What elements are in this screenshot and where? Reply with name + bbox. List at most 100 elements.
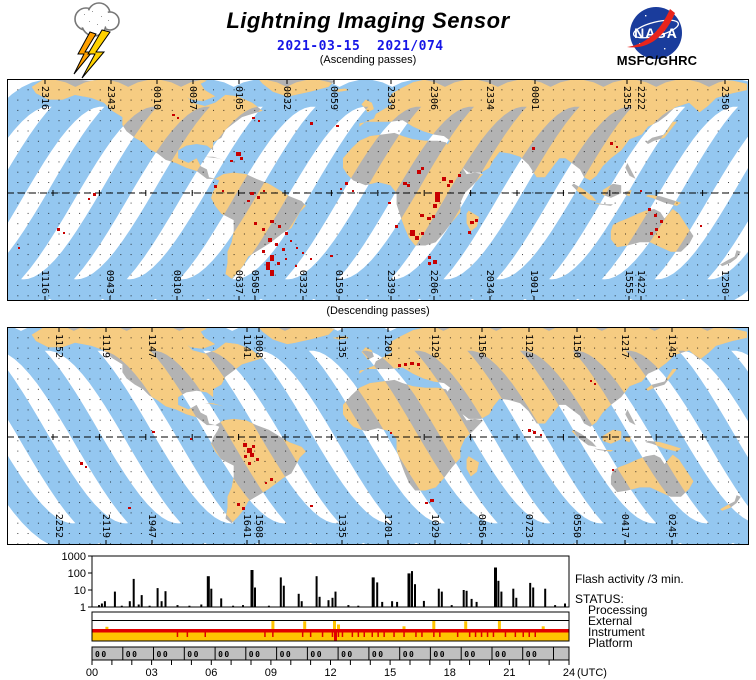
orbit-time-label: 1145 — [666, 334, 677, 358]
orbit-time-label: 1335 — [336, 514, 347, 538]
orbit-time-label: 1508 — [253, 514, 264, 538]
orbit-time-label: 2252 — [53, 514, 64, 538]
orbit-time-label: 1201 — [382, 334, 393, 358]
map-border — [7, 327, 749, 545]
orbit-time-label: 0505 — [249, 270, 260, 294]
orbit-time-label: 1029 — [429, 514, 440, 538]
log-axis-tick-label: 100 — [68, 568, 86, 580]
instrument-status-row — [92, 629, 569, 633]
utc-suffix-label: (UTC) — [577, 667, 607, 679]
orbit-time-label: 0010 — [151, 86, 162, 110]
orbit-time-label: 1156 — [476, 334, 487, 358]
cloud-shape — [74, 2, 120, 37]
orbit-time-label: 0810 — [171, 270, 182, 294]
orbit-time-label: 2316 — [39, 86, 50, 110]
orbit-time-label: 1147 — [146, 334, 157, 358]
orbit-cell-label: 00 — [218, 650, 231, 659]
orbit-time-label: 1141 — [241, 334, 252, 358]
time-axis-label: 09 — [265, 667, 277, 679]
orbit-time-label: 0037 — [187, 86, 198, 110]
orbit-time-labels-bottom: 1116 0943 0810 0637 0505 0332 0159 2339 2206 2034… — [39, 270, 730, 301]
ascending-passes-map: 2316 2343 0010 0037 0105 0032 0059 2339 2306 2334… — [7, 79, 749, 301]
day-of-year-label: 2021/074 — [377, 39, 444, 54]
descending-passes-map: 1152 1119 1147 1141 1008 1135 1201 1129 1156 1123… — [7, 327, 749, 545]
orbit-cell-label: 00 — [95, 650, 108, 659]
flash-activity-legend: Flash activity /3 min. — [575, 572, 684, 586]
status-item-external: External — [588, 614, 633, 628]
time-axis-label: 12 — [324, 667, 336, 679]
status-item-platform: Platform — [588, 636, 633, 650]
time-axis-label: 21 — [503, 667, 515, 679]
orbit-time-label: 1135 — [336, 334, 347, 358]
lightning-flash-dots — [80, 362, 614, 510]
orbit-cell-label: 00 — [433, 650, 446, 659]
orbit-time-label: 1008 — [253, 334, 264, 358]
orbit-time-label: 1150 — [571, 334, 582, 358]
flash-rate-spikes — [98, 567, 566, 607]
orbit-time-label: 2339 — [385, 270, 396, 294]
orbit-time-label: 0159 — [333, 270, 344, 294]
orbit-time-label: 0245 — [666, 514, 677, 538]
orbit-cell-label: 00 — [249, 650, 262, 659]
log-axis-tick-label: 1000 — [62, 551, 86, 563]
orbit-time-label: 2206 — [428, 270, 439, 294]
flash-activity-chart: 1000 100 10 1 — [62, 551, 570, 614]
orbit-time-label: 1641 — [241, 514, 252, 538]
orbit-time-label: 2355 — [621, 86, 632, 110]
orbit-time-label: 0723 — [523, 514, 534, 538]
orbit-cell-label: 00 — [372, 650, 385, 659]
orbit-cell-label: 00 — [403, 650, 416, 659]
orbit-time-label: 1201 — [382, 514, 393, 538]
orbit-cell-label: 00 — [495, 650, 508, 659]
equator-ticks — [52, 190, 749, 196]
orbit-time-label: 1422 — [635, 270, 646, 294]
orbit-time-label: 1947 — [146, 514, 157, 538]
lightning-cloud-icon — [73, 2, 120, 79]
orbit-time-label: 2334 — [484, 86, 495, 110]
orbit-time-labels-bottom: 2252 2119 1947 1641 1508 1335 1201 1029 0856 0723… — [53, 514, 677, 545]
orbit-time-label: 2343 — [105, 86, 116, 110]
orbit-time-label: 0943 — [104, 270, 115, 294]
instrument-status-ticks — [176, 629, 536, 641]
orbit-time-label: 1123 — [523, 334, 534, 358]
orbit-time-label: 0059 — [328, 86, 339, 110]
orbit-time-label: 1119 — [100, 334, 111, 358]
log-axis-tick-label: 1 — [80, 602, 86, 614]
orbit-time-label: 2119 — [100, 514, 111, 538]
time-axis-label: 15 — [384, 667, 396, 679]
page-title: Lightning Imaging Sensor — [226, 8, 510, 33]
date-label: 2021-03-15 — [277, 39, 361, 54]
orbit-timeline-bar: 00 00 00 00 00 00 00 00 00 00 00 00 00 00 00 — [91, 646, 570, 661]
orbit-time-label: 1129 — [429, 334, 440, 358]
orbit-time-label: 1152 — [53, 334, 64, 358]
status-item-instrument: Instrument — [588, 625, 645, 639]
orbit-time-label: 0417 — [619, 514, 630, 538]
orbit-time-label: 0637 — [233, 270, 244, 294]
orbit-cell-label: 00 — [310, 650, 323, 659]
ascending-passes-label: (Ascending passes) — [319, 54, 417, 66]
orbit-time-label: 1555 — [623, 270, 634, 294]
orbit-cell-label: 00 — [187, 650, 200, 659]
orbit-time-label: 0332 — [297, 270, 308, 294]
orbit-time-label: 2339 — [385, 86, 396, 110]
instrument-outage-mark — [334, 629, 337, 641]
status-box-border — [91, 611, 570, 642]
log-axis-tick-label: 10 — [74, 585, 86, 597]
status-bars — [91, 611, 570, 642]
orbit-time-label: 2222 — [635, 86, 646, 110]
agency-label: MSFC/GHRC — [616, 53, 698, 68]
orbit-cell-label: 00 — [341, 650, 354, 659]
orbit-time-label: 1217 — [619, 334, 630, 358]
orbit-cell-label: 00 — [126, 650, 139, 659]
orbit-time-label: 2350 — [719, 86, 730, 110]
time-axis-label: 00 — [86, 667, 98, 679]
time-axis: 00 03 06 09 12 15 18 21 24 (UTC) — [86, 660, 607, 679]
descending-passes-label: (Descending passes) — [326, 305, 430, 317]
orbit-time-label: 0550 — [571, 514, 582, 538]
external-status-events — [105, 620, 545, 630]
nasa-meatball-logo: NASA — [627, 7, 682, 59]
lightning-bolts — [73, 29, 111, 79]
orbit-time-label: 1901 — [528, 270, 539, 294]
orbit-time-label: 0856 — [476, 514, 487, 538]
